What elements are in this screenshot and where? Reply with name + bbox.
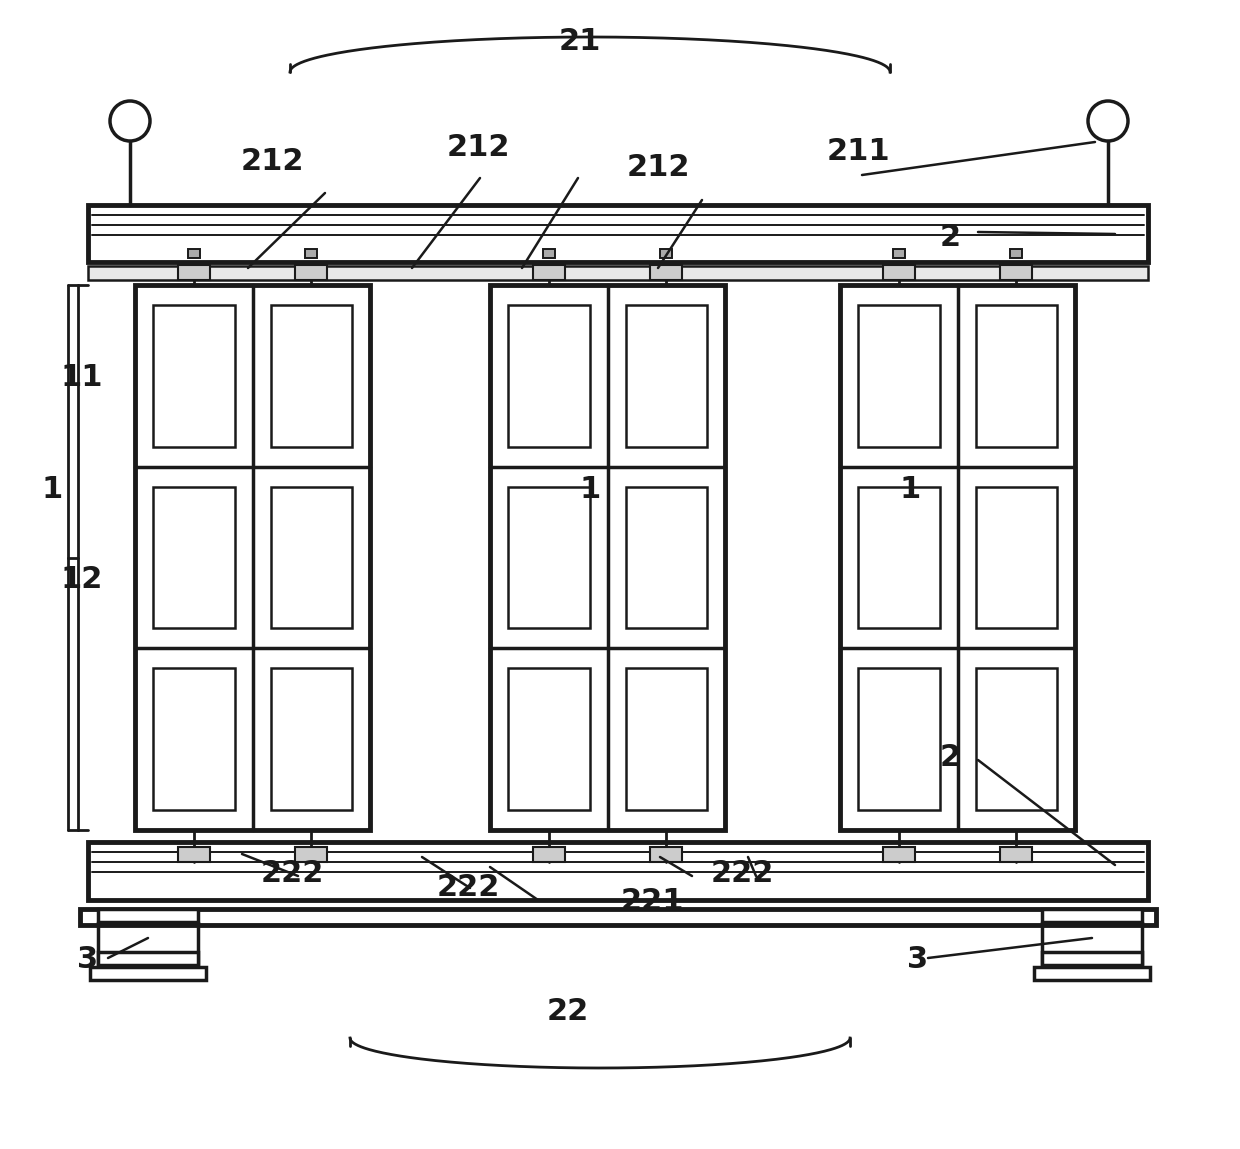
- Bar: [976, 304, 1056, 447]
- Text: 21: 21: [559, 28, 601, 56]
- Text: 212: 212: [241, 147, 304, 177]
- Text: 22: 22: [547, 997, 589, 1026]
- Text: 3: 3: [908, 946, 929, 974]
- Text: 1: 1: [579, 476, 600, 504]
- Bar: [187, 249, 200, 259]
- Bar: [177, 265, 210, 280]
- Bar: [883, 847, 915, 862]
- Bar: [153, 304, 234, 447]
- Text: 212: 212: [626, 154, 689, 183]
- Bar: [98, 953, 198, 965]
- Bar: [270, 487, 352, 629]
- Bar: [858, 304, 940, 447]
- Bar: [660, 249, 672, 259]
- Bar: [88, 205, 1148, 262]
- Text: 212: 212: [446, 133, 510, 162]
- Bar: [508, 669, 589, 810]
- Bar: [650, 847, 682, 862]
- Circle shape: [110, 101, 150, 141]
- Text: 222: 222: [436, 873, 500, 902]
- Bar: [533, 265, 564, 280]
- Text: 11: 11: [61, 363, 103, 393]
- Bar: [177, 847, 210, 862]
- Bar: [839, 285, 1075, 830]
- Bar: [490, 285, 725, 830]
- Bar: [625, 304, 707, 447]
- Bar: [976, 669, 1056, 810]
- Bar: [81, 909, 1156, 925]
- Bar: [976, 487, 1056, 629]
- Text: 222: 222: [711, 859, 774, 888]
- Bar: [543, 249, 554, 259]
- Bar: [153, 669, 234, 810]
- Bar: [270, 669, 352, 810]
- Text: 211: 211: [826, 138, 890, 167]
- Text: 12: 12: [61, 565, 103, 594]
- Bar: [305, 249, 317, 259]
- Bar: [295, 265, 327, 280]
- Text: 2: 2: [940, 743, 961, 772]
- Bar: [625, 487, 707, 629]
- Bar: [1001, 847, 1032, 862]
- Bar: [1042, 953, 1142, 965]
- Bar: [88, 267, 1148, 280]
- Text: 1: 1: [899, 476, 920, 504]
- Circle shape: [1087, 101, 1128, 141]
- Bar: [88, 842, 1148, 900]
- Bar: [153, 487, 234, 629]
- Bar: [858, 669, 940, 810]
- Bar: [893, 249, 905, 259]
- Text: 1: 1: [41, 476, 63, 504]
- Text: 222: 222: [260, 859, 324, 888]
- Bar: [270, 304, 352, 447]
- Bar: [1034, 967, 1149, 980]
- Bar: [625, 669, 707, 810]
- Bar: [135, 285, 370, 830]
- Bar: [883, 265, 915, 280]
- Bar: [650, 265, 682, 280]
- Bar: [91, 967, 206, 980]
- Bar: [1042, 909, 1142, 921]
- Bar: [508, 487, 589, 629]
- Text: 221: 221: [620, 887, 683, 917]
- Bar: [858, 487, 940, 629]
- Text: 2: 2: [940, 224, 961, 253]
- Bar: [98, 909, 198, 921]
- Bar: [295, 847, 327, 862]
- Bar: [508, 304, 589, 447]
- Bar: [533, 847, 564, 862]
- Bar: [1001, 265, 1032, 280]
- Text: 3: 3: [77, 946, 98, 974]
- Bar: [1011, 249, 1022, 259]
